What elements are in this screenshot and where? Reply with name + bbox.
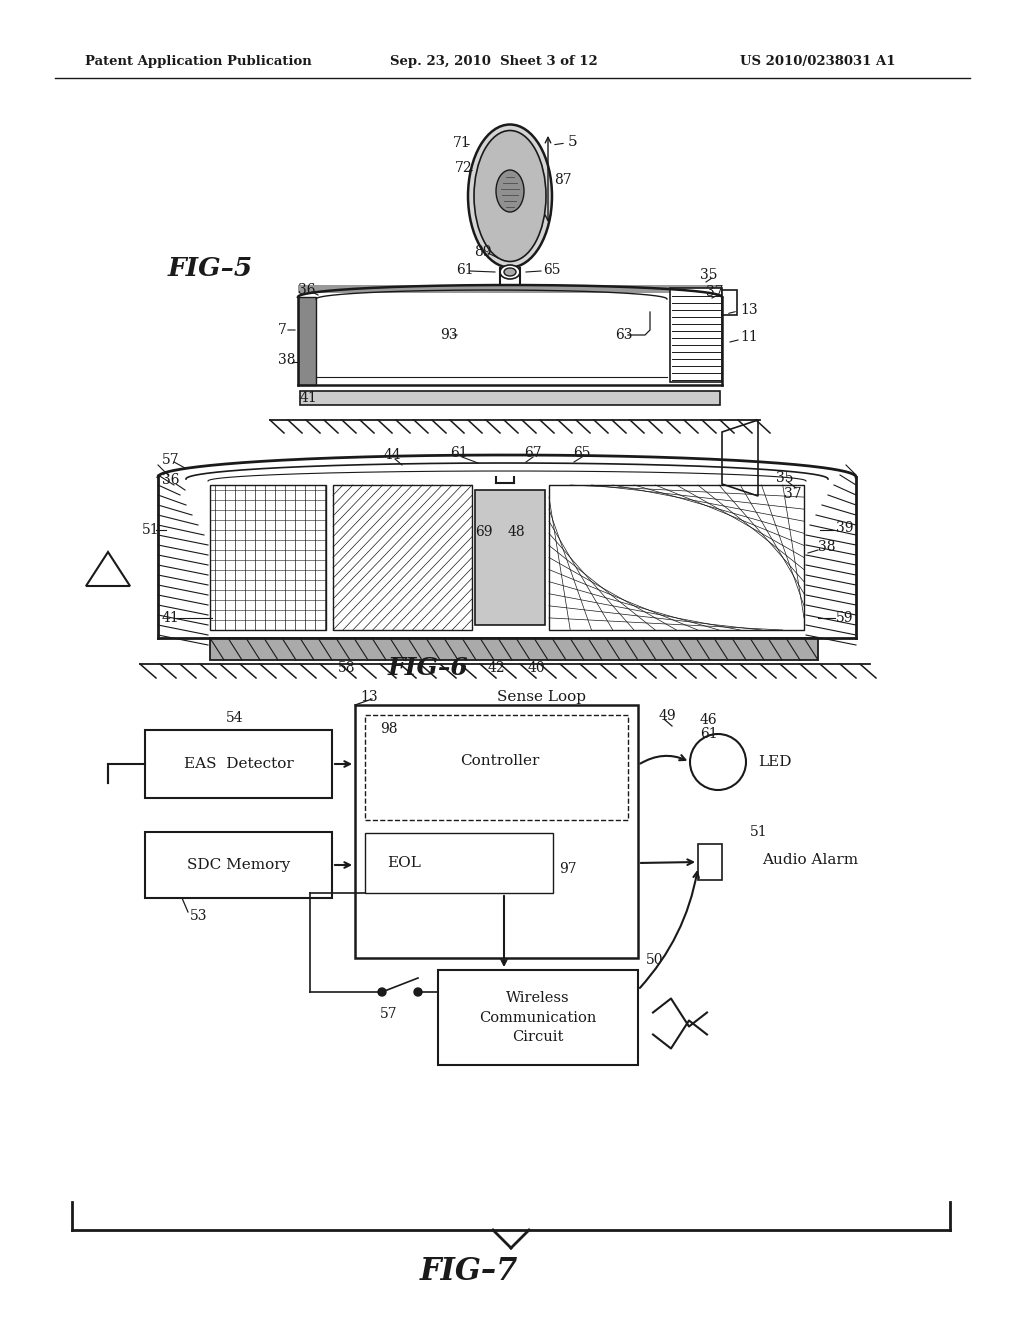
Circle shape: [414, 987, 422, 997]
Text: 61: 61: [450, 446, 468, 459]
Text: Controller: Controller: [460, 754, 540, 768]
Ellipse shape: [474, 131, 546, 261]
Text: 5: 5: [568, 135, 578, 149]
Text: 38: 38: [818, 540, 836, 554]
Text: Patent Application Publication: Patent Application Publication: [85, 55, 311, 69]
Text: Sense Loop: Sense Loop: [497, 690, 586, 704]
Text: 40: 40: [528, 661, 546, 675]
Text: 67: 67: [524, 446, 542, 459]
Text: EOL: EOL: [387, 855, 421, 870]
Text: 11: 11: [740, 330, 758, 345]
Bar: [722, 290, 737, 315]
Bar: [475, 490, 545, 624]
Text: 51: 51: [142, 523, 160, 537]
Text: 59: 59: [836, 611, 853, 624]
Text: 57: 57: [380, 1007, 397, 1020]
Text: 87: 87: [554, 173, 571, 187]
Text: EAS  Detector: EAS Detector: [183, 756, 293, 771]
Text: 41: 41: [162, 611, 180, 624]
Text: 58: 58: [338, 661, 355, 675]
Text: 37: 37: [784, 487, 802, 502]
Ellipse shape: [504, 268, 516, 276]
Bar: [365, 715, 628, 820]
Text: 13: 13: [740, 304, 758, 317]
Text: LED: LED: [758, 755, 792, 770]
Text: 49: 49: [659, 709, 677, 723]
Text: FIG–6: FIG–6: [388, 656, 469, 680]
Text: Audio Alarm: Audio Alarm: [762, 853, 858, 867]
Text: 63: 63: [615, 327, 633, 342]
Bar: [298, 297, 316, 385]
Text: 35: 35: [700, 268, 718, 282]
Circle shape: [690, 734, 746, 789]
Text: 98: 98: [380, 722, 397, 737]
Text: 41: 41: [300, 391, 317, 405]
Text: 61: 61: [700, 727, 718, 741]
Ellipse shape: [496, 170, 524, 213]
Text: 61: 61: [456, 263, 474, 277]
Text: 7: 7: [278, 323, 287, 337]
Ellipse shape: [468, 124, 552, 268]
Bar: [333, 484, 472, 630]
Text: 38: 38: [278, 352, 296, 367]
Ellipse shape: [500, 265, 520, 279]
Bar: [355, 705, 638, 958]
Text: 93: 93: [440, 327, 458, 342]
Text: 36: 36: [162, 473, 179, 487]
Text: US 2010/0238031 A1: US 2010/0238031 A1: [740, 55, 896, 69]
Circle shape: [378, 987, 386, 997]
Text: Wireless
Communication
Circuit: Wireless Communication Circuit: [479, 991, 597, 1044]
Text: 46: 46: [700, 713, 718, 727]
Text: 54: 54: [226, 711, 244, 725]
Text: 37: 37: [706, 285, 724, 300]
Bar: [698, 843, 722, 880]
Bar: [438, 970, 638, 1065]
Text: 36: 36: [298, 282, 315, 297]
Text: FIG–7: FIG–7: [420, 1257, 518, 1287]
Bar: [298, 285, 722, 293]
Bar: [365, 833, 553, 894]
Text: 48: 48: [508, 525, 525, 539]
Text: FIG–5: FIG–5: [168, 256, 253, 281]
Text: 65: 65: [543, 263, 560, 277]
Text: 35: 35: [776, 471, 794, 484]
Text: 57: 57: [162, 453, 179, 467]
Bar: [549, 484, 804, 630]
Bar: [210, 638, 818, 660]
Text: 42: 42: [488, 661, 506, 675]
Text: 39: 39: [836, 521, 853, 535]
Text: 13: 13: [360, 690, 378, 704]
Text: 89: 89: [474, 246, 492, 259]
Text: 97: 97: [559, 862, 577, 876]
Text: 53: 53: [190, 909, 208, 923]
Bar: [300, 391, 720, 405]
Text: Sep. 23, 2010  Sheet 3 of 12: Sep. 23, 2010 Sheet 3 of 12: [390, 55, 598, 69]
Text: 65: 65: [573, 446, 591, 459]
Text: 51: 51: [750, 825, 768, 840]
Text: 72: 72: [455, 161, 473, 176]
Bar: [145, 730, 332, 799]
Text: 50: 50: [646, 953, 664, 968]
Bar: [145, 832, 332, 898]
Text: 44: 44: [384, 447, 401, 462]
Text: 69: 69: [475, 525, 493, 539]
Bar: [210, 484, 326, 630]
Text: 71: 71: [453, 136, 471, 150]
Text: SDC Memory: SDC Memory: [186, 858, 290, 873]
Bar: [670, 288, 722, 381]
